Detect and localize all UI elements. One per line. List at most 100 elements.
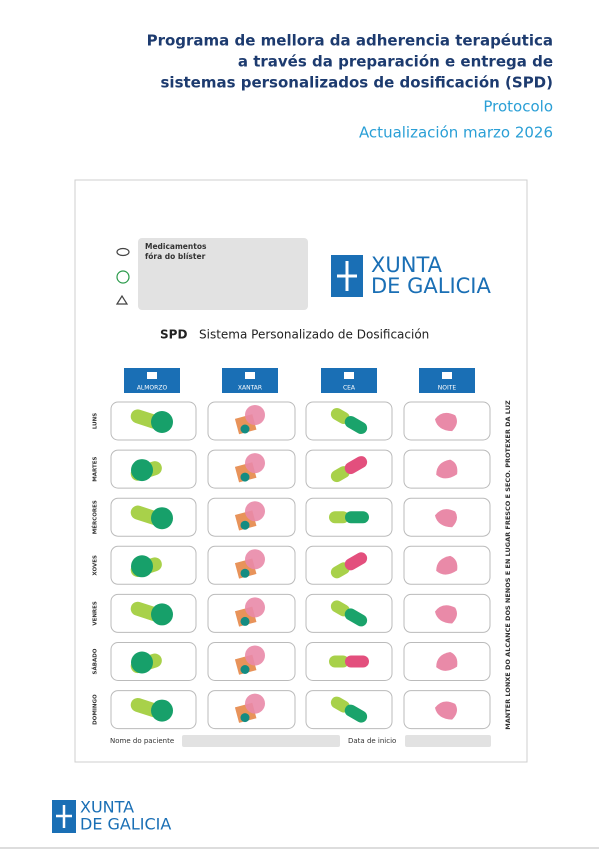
icons	[115, 247, 130, 305]
pill	[436, 459, 458, 479]
pill	[245, 453, 265, 474]
meal-label: XANTAR	[238, 385, 262, 392]
pill	[330, 696, 350, 713]
header: Programa de mellora da adherencia terapé…	[147, 32, 553, 92]
day-label: DOMINGO	[93, 694, 99, 725]
hand-icon	[115, 294, 129, 305]
pill	[434, 605, 458, 624]
capsule	[330, 456, 368, 483]
capsule	[329, 655, 369, 668]
logo-text: XUNTA	[371, 253, 443, 277]
meal-icon	[147, 372, 157, 379]
day-label: LUNS	[93, 413, 99, 429]
pill	[240, 665, 250, 674]
pill	[240, 424, 250, 434]
pills	[130, 555, 162, 578]
outside-label: fóra do blíster	[145, 252, 206, 261]
meal-icon	[245, 372, 255, 379]
pill	[240, 713, 250, 723]
pill	[330, 466, 350, 483]
pill	[344, 456, 368, 475]
meal-icon	[442, 372, 452, 379]
capsule	[330, 552, 368, 579]
pill	[131, 651, 153, 674]
pill	[151, 699, 173, 722]
pill	[329, 655, 349, 668]
pill	[329, 511, 349, 524]
pills	[434, 509, 458, 528]
pill	[436, 652, 458, 671]
meal-label: ALMORZO	[137, 385, 168, 392]
pill	[436, 555, 458, 575]
logo-cross	[337, 261, 357, 291]
capsule	[330, 408, 368, 434]
pill	[245, 405, 265, 425]
start-field	[405, 735, 491, 747]
spd-abbr: SPD	[160, 328, 187, 342]
pill	[245, 645, 265, 666]
pill	[344, 704, 368, 723]
pill	[434, 509, 458, 528]
pills	[130, 601, 173, 626]
title-line: Programa de mellora da adherencia terapé…	[147, 32, 553, 50]
pill	[245, 549, 265, 570]
pills	[130, 409, 173, 433]
pill	[151, 411, 173, 433]
pills	[330, 600, 368, 627]
logo-cross	[56, 805, 72, 828]
pill	[240, 616, 250, 626]
capsule	[329, 511, 369, 524]
pills	[234, 597, 265, 627]
pill	[245, 597, 265, 618]
day-label: MARTES	[93, 456, 99, 481]
pills	[329, 655, 369, 668]
pills	[330, 696, 368, 723]
pill	[345, 511, 369, 524]
title-line: sistemas personalizados de dosificación …	[161, 74, 554, 92]
pill	[344, 552, 368, 571]
pills	[234, 501, 265, 531]
eye-icon	[116, 247, 130, 257]
pill	[245, 501, 265, 522]
pill	[245, 693, 265, 714]
pills	[234, 405, 265, 435]
dose-grid: ALMORZO XANTAR CEA NOITE LUNS MARTES MÉRCORES X…	[91, 368, 491, 730]
pills	[330, 456, 368, 483]
pills	[434, 701, 458, 720]
meal-label: CEA	[343, 385, 356, 392]
warning-text: MANTER LONXE DO ALCANCE DOS NENOS E EN L…	[504, 400, 512, 730]
pill	[345, 655, 369, 668]
start-label: Data de inicio	[348, 737, 396, 745]
pill	[344, 416, 368, 434]
meal-icon	[344, 372, 354, 379]
pills	[434, 605, 458, 624]
pills	[130, 697, 173, 722]
meal-label: NOITE	[438, 385, 457, 392]
logo-text: DE GALICIA	[371, 274, 492, 298]
card-logo: XUNTA DE GALICIA	[331, 253, 492, 298]
pill	[131, 459, 153, 482]
pills	[330, 552, 368, 579]
pills	[434, 412, 458, 432]
outside-label: Medicamentos	[145, 242, 207, 251]
health-icon	[116, 270, 130, 284]
pills	[130, 651, 162, 674]
logo-text: DE GALICIA	[80, 815, 171, 834]
pills	[234, 549, 265, 579]
pills	[130, 505, 173, 530]
pill	[240, 520, 250, 530]
pills	[234, 453, 265, 483]
pill	[131, 555, 153, 578]
pills	[329, 511, 369, 524]
day-label: MÉRCORES	[91, 500, 99, 534]
outside-box	[138, 238, 308, 310]
spd-name: Sistema Personalizado de Dosificación	[199, 328, 429, 342]
pill	[434, 701, 458, 720]
day-label: VENRES	[93, 601, 99, 626]
footer-logo: XUNTA DE GALICIA	[52, 798, 171, 834]
pills	[436, 652, 458, 671]
patient-label: Nome do paciente	[110, 737, 174, 745]
pills	[234, 693, 265, 723]
pill	[240, 568, 250, 578]
